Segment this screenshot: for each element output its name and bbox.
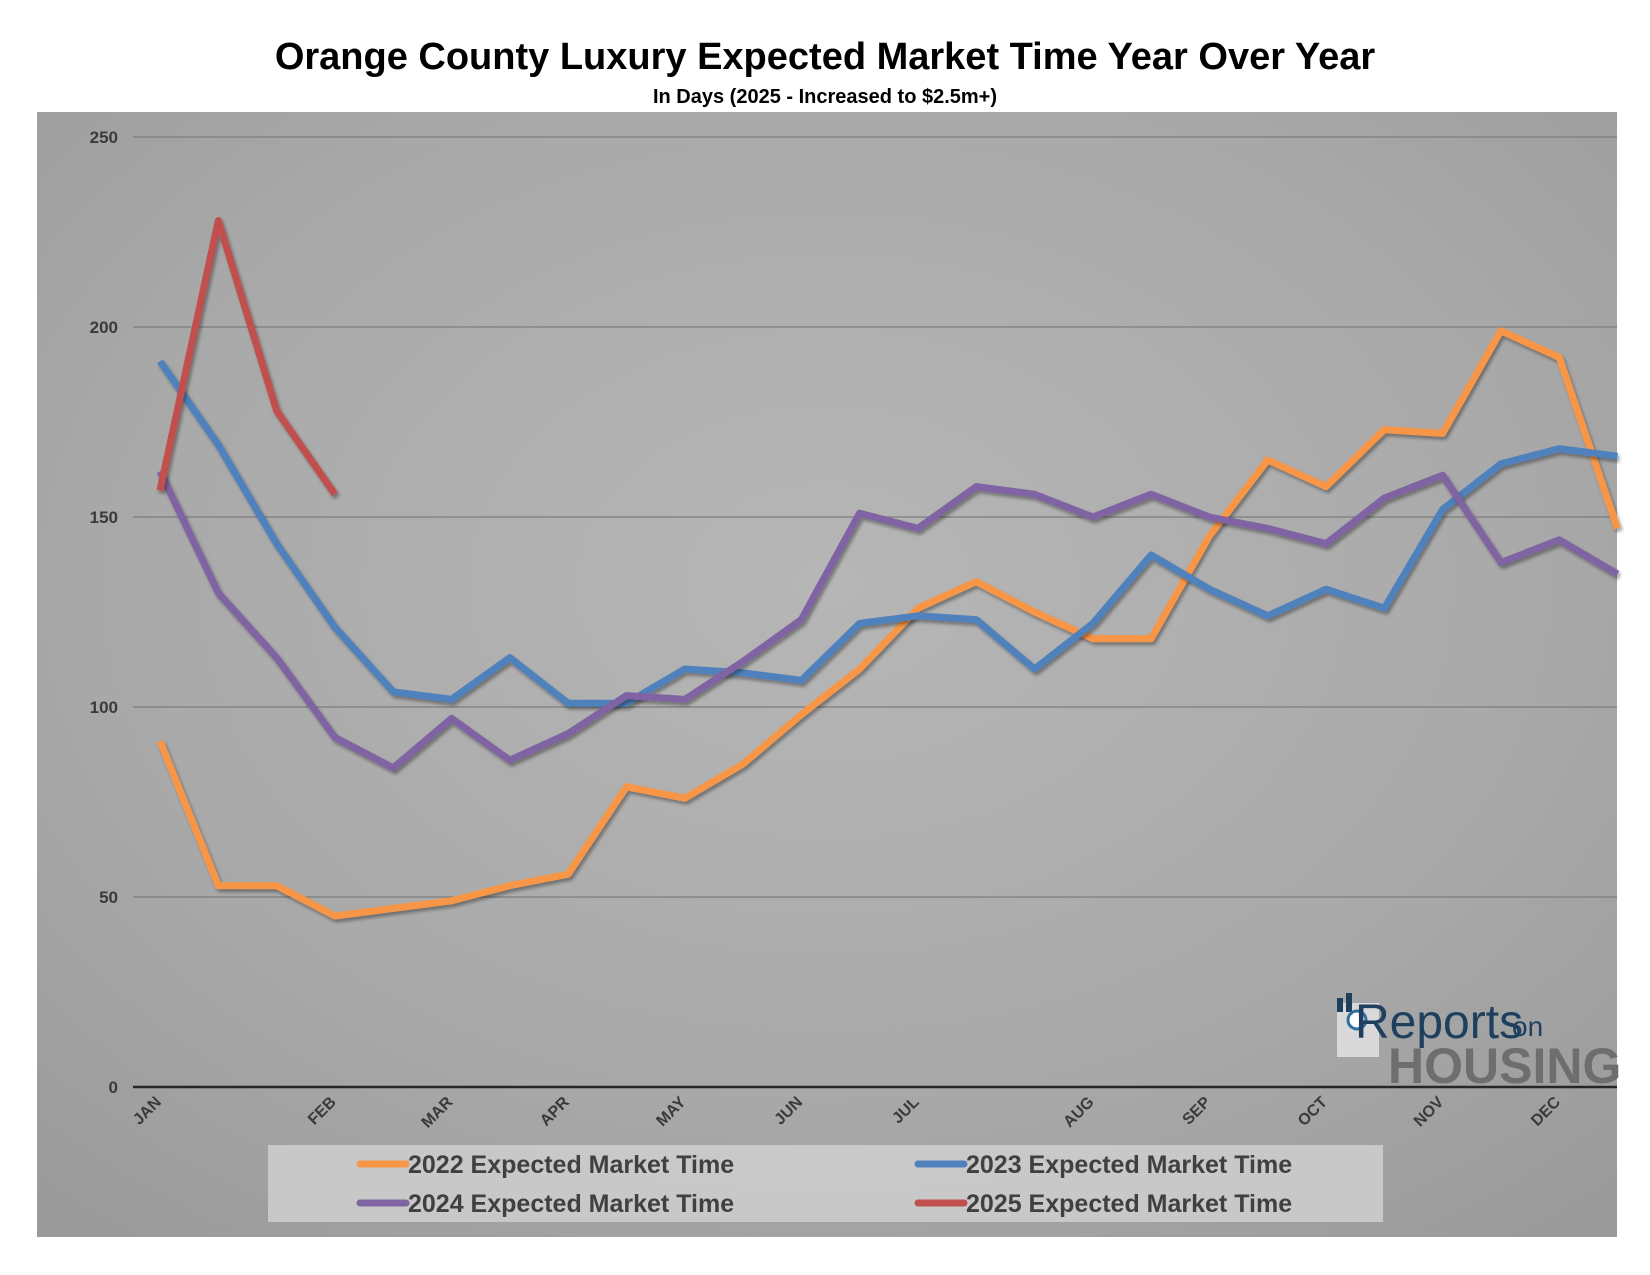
magnifier-icon xyxy=(1346,1009,1368,1031)
logo-housing-text: HOUSING xyxy=(1388,1038,1621,1094)
legend-label: 2022 Expected Market Time xyxy=(408,1151,734,1179)
legend-label: 2025 Expected Market Time xyxy=(966,1190,1292,1218)
y-tick-label: 150 xyxy=(90,508,118,527)
series-line xyxy=(156,469,1620,772)
series-line xyxy=(156,327,1621,920)
series-line xyxy=(157,359,1618,707)
y-tick-label: 0 xyxy=(109,1078,118,1097)
logo-bar-icon xyxy=(1346,993,1352,1012)
series-lines xyxy=(156,217,1621,920)
legend-label: 2024 Expected Market Time xyxy=(408,1190,734,1218)
y-axis-ticks: 0 50 100 150 200 250 xyxy=(90,128,118,1097)
logo-on-text: on xyxy=(1512,1011,1543,1042)
plot-background xyxy=(37,112,1617,1237)
y-tick-label: 200 xyxy=(90,318,118,337)
y-tick-label: 100 xyxy=(90,698,118,717)
logo-bar-icon xyxy=(1337,998,1343,1012)
y-tick-label: 50 xyxy=(99,888,118,907)
legend-box xyxy=(268,1145,1383,1222)
series-line xyxy=(156,217,338,497)
y-tick-label: 250 xyxy=(90,128,118,147)
chart-subtitle: In Days (2025 - Increased to $2.5m+) xyxy=(652,86,998,108)
grid-lines xyxy=(133,136,1617,1089)
reports-on-housing-logo: Reports on HOUSING xyxy=(1337,993,1621,1094)
chart-title: Orange County Luxury Expected Market Tim… xyxy=(274,36,1376,78)
legend: 2022 Expected Market Time 2023 Expected M… xyxy=(268,1145,1383,1222)
logo-reports-text: Reports xyxy=(1355,996,1523,1049)
legend-label: 2023 Expected Market Time xyxy=(966,1151,1292,1179)
